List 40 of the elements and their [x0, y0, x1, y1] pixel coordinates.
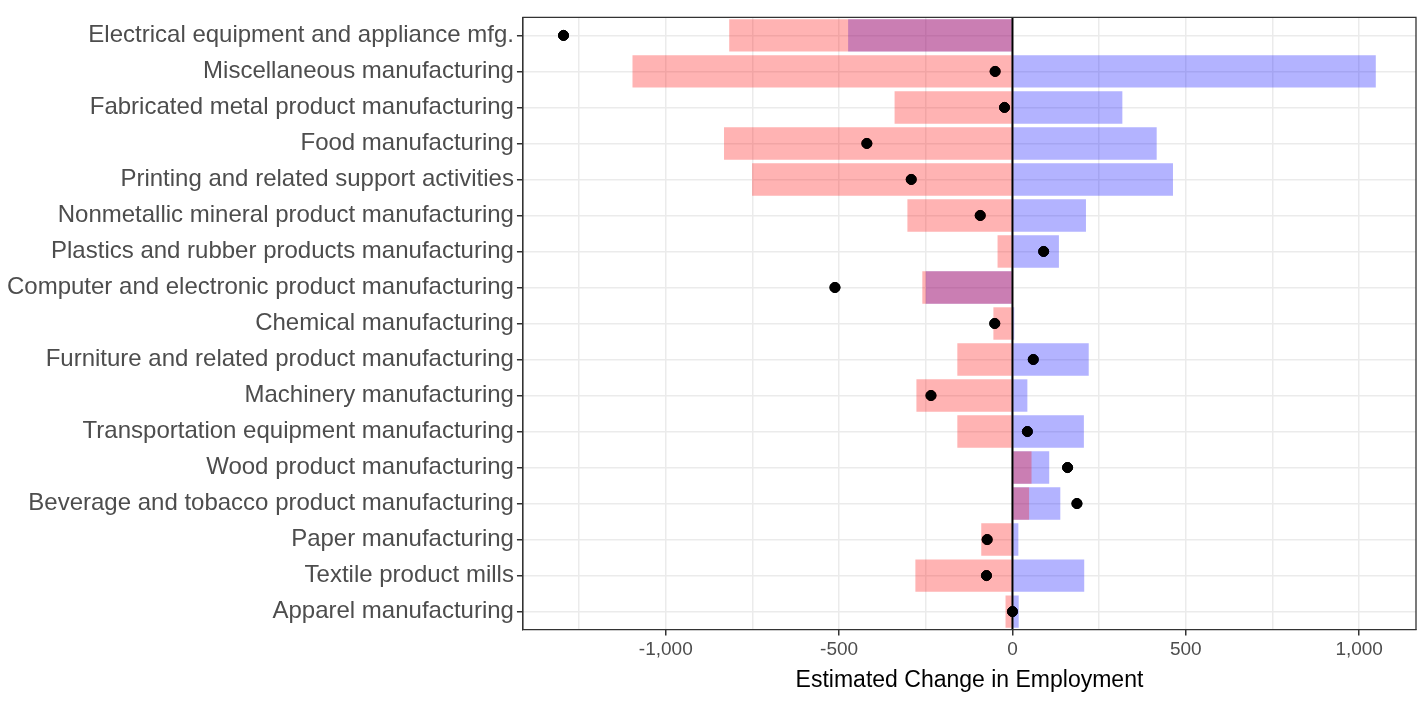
y-tick-label: Paper manufacturing: [291, 524, 514, 552]
x-tick-label: -1,000: [638, 638, 693, 660]
x-axis-title: Estimated Change in Employment: [795, 665, 1144, 692]
point: [558, 29, 569, 41]
y-tick-label: Chemical manufacturing: [255, 308, 514, 336]
point: [989, 65, 1001, 77]
y-tick-label: Furniture and related product manufacturing: [45, 344, 514, 372]
y-tick-label: Transportation equipment manufacturing: [82, 416, 514, 444]
point: [1062, 462, 1074, 474]
y-tick-label: Miscellaneous manufacturing: [203, 56, 514, 84]
y-tick-label: Wood product manufacturing: [206, 452, 514, 480]
x-tick-label: -500: [820, 638, 859, 660]
x-tick-label: 1,000: [1335, 638, 1383, 660]
point: [974, 209, 986, 221]
y-tick-label: Plastics and rubber products manufacturing: [51, 236, 514, 264]
y-tick-label: Printing and related support activities: [120, 164, 514, 192]
point: [905, 173, 917, 185]
point: [980, 570, 992, 582]
point: [861, 137, 873, 149]
y-tick-label: Nonmetallic mineral product manufacturing: [57, 200, 514, 228]
y-tick-label: Computer and electronic product manufacturing: [6, 272, 514, 300]
point: [981, 534, 993, 546]
point: [1021, 426, 1033, 438]
point: [925, 390, 937, 402]
point: [1071, 498, 1083, 510]
y-tick-label: Food manufacturing: [300, 128, 514, 156]
point: [1038, 245, 1050, 257]
y-tick-label: Fabricated metal product manufacturing: [89, 92, 514, 120]
y-tick-label: Beverage and tobacco product manufacturing: [28, 488, 514, 516]
y-tick-label: Machinery manufacturing: [244, 380, 514, 408]
x-tick-label: 500: [1169, 638, 1202, 660]
x-tick-label: 0: [1007, 638, 1018, 660]
y-tick-label: Electrical equipment and appliance mfg.: [88, 20, 514, 48]
y-tick-label: Apparel manufacturing: [272, 596, 514, 624]
point: [1006, 606, 1018, 618]
y-tick-label: Textile product mills: [304, 560, 514, 588]
point: [829, 281, 841, 293]
point: [1027, 354, 1039, 366]
point: [989, 318, 1001, 329]
point: [998, 101, 1010, 113]
